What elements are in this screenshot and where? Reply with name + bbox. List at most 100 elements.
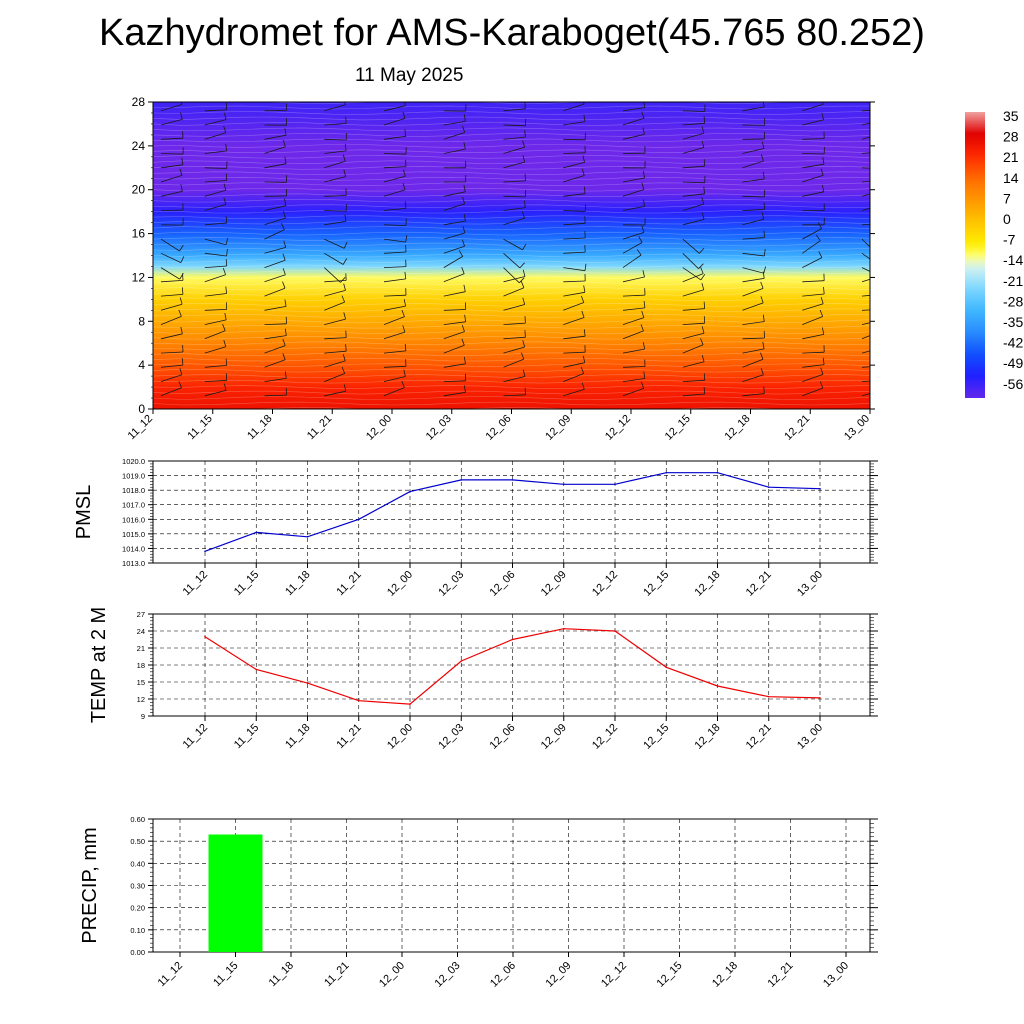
- contour-line: [153, 401, 870, 406]
- wind-barb-flag: [763, 386, 765, 394]
- wind-barb-flag: [522, 297, 526, 305]
- wind-barb: [160, 303, 183, 311]
- y-tick-label: 16: [132, 227, 146, 241]
- y-tick-label: 4: [138, 358, 145, 372]
- wind-barb: [204, 180, 227, 183]
- contour-line: [153, 122, 870, 126]
- wind-barb: [383, 251, 407, 254]
- x-tick-label: 11_18: [245, 413, 275, 443]
- wind-barb-flag: [698, 263, 704, 269]
- wind-barb-flag: [463, 385, 466, 393]
- contour-line: [153, 116, 870, 121]
- wind-barb: [503, 287, 525, 297]
- wind-barb-flag: [701, 140, 705, 148]
- wind-barb: [503, 108, 526, 112]
- wind-barb-flag: [179, 367, 183, 375]
- wind-barb: [802, 316, 823, 325]
- contour-line: [153, 396, 870, 400]
- contour-line: [153, 286, 870, 291]
- wind-barb: [324, 104, 346, 112]
- y-tick-label: 0.00: [130, 948, 145, 957]
- wind-barb: [324, 210, 347, 212]
- wind-barb: [264, 335, 287, 340]
- wind-barb: [503, 238, 523, 251]
- wind-barb: [160, 351, 184, 354]
- wind-barb: [682, 203, 704, 211]
- wind-barb-flag: [583, 285, 586, 293]
- wind-barb-flag: [821, 184, 825, 192]
- wind-barb-flag: [223, 383, 227, 391]
- wind-barb-flag: [881, 183, 883, 190]
- wind-barb: [503, 358, 525, 368]
- wind-barb: [861, 252, 870, 260]
- wind-barb: [264, 205, 287, 211]
- x-tick-label: 12_06: [488, 569, 518, 599]
- temp-data-point: [511, 638, 514, 641]
- wind-barb-flag: [284, 156, 287, 164]
- wind-barb-flag: [760, 296, 764, 304]
- wind-barb-flag: [403, 369, 406, 377]
- wind-barb: [383, 208, 406, 211]
- wind-barb-flag: [524, 102, 526, 109]
- colorbar-label: -49: [1003, 355, 1023, 371]
- colorbar: 35 28 21 14 7 0 -7 -14 -21 -28 -35 -42 -49 -56: [965, 108, 1023, 398]
- wind-barb: [622, 177, 645, 183]
- wind-barb-flag: [643, 371, 646, 379]
- wind-barb-flag: [463, 284, 466, 292]
- wind-barb: [324, 252, 344, 265]
- wind-barb-flag: [881, 383, 883, 390]
- wind-barb: [682, 332, 705, 340]
- wind-barb: [264, 217, 286, 226]
- wind-barb: [160, 190, 183, 197]
- wind-barb: [563, 317, 585, 325]
- wind-barb-flag: [461, 267, 465, 274]
- wind-barb: [324, 123, 347, 126]
- wind-barb-flag: [762, 271, 765, 279]
- wind-barb: [503, 276, 525, 283]
- y-tick-label: 1013.0: [122, 559, 145, 568]
- contour-line: [153, 297, 870, 302]
- wind-barb: [682, 253, 699, 269]
- wind-barb: [742, 148, 764, 154]
- x-tick-label: 12_06: [484, 413, 514, 443]
- contour-line: [153, 155, 870, 159]
- wind-barb-flag: [462, 196, 466, 204]
- x-tick-label: 12_18: [693, 722, 723, 752]
- pmsl-panel: 1013.0 1014.0 1015.0 1016.0 1017.0 1018.0 1019…: [73, 457, 878, 599]
- wind-barb-flag: [463, 356, 466, 364]
- wind-barb: [443, 331, 465, 340]
- wind-barb: [383, 294, 407, 297]
- wind-barb: [622, 254, 642, 268]
- wind-barb: [503, 376, 525, 382]
- wind-barb-flag: [584, 216, 586, 224]
- wind-barb-flag: [340, 277, 346, 283]
- x-tick-label: 11_12: [156, 960, 186, 990]
- contour-line: [153, 248, 870, 252]
- x-tick-label: 12_03: [433, 960, 463, 990]
- wind-barb-flag: [225, 216, 228, 224]
- wind-barb: [503, 267, 520, 284]
- wind-barb: [682, 361, 705, 368]
- wind-barb: [204, 167, 227, 169]
- wind-barb-flag: [761, 141, 765, 149]
- wind-barb: [160, 104, 183, 112]
- y-tick-label: 0.40: [130, 859, 145, 868]
- wind-barb: [264, 394, 287, 397]
- contour-line: [153, 270, 870, 274]
- wind-barb-flag: [815, 234, 821, 241]
- x-tick-label: 12_21: [744, 569, 774, 599]
- wind-barb: [204, 252, 227, 257]
- wind-barb: [861, 136, 870, 140]
- wind-barb: [861, 180, 870, 183]
- x-tick-label: 13_00: [795, 569, 825, 599]
- x-tick-label: 12_18: [710, 960, 740, 990]
- wind-barb: [324, 301, 345, 311]
- wind-barb-flag: [641, 310, 645, 318]
- wind-barb-flag: [760, 154, 764, 162]
- y-tick-label: 0.20: [130, 904, 145, 913]
- wind-barb: [802, 163, 825, 169]
- wind-barb: [160, 267, 180, 280]
- wind-barb-flag: [223, 339, 227, 347]
- wind-barb: [682, 322, 705, 325]
- wind-barb-flag: [282, 268, 286, 275]
